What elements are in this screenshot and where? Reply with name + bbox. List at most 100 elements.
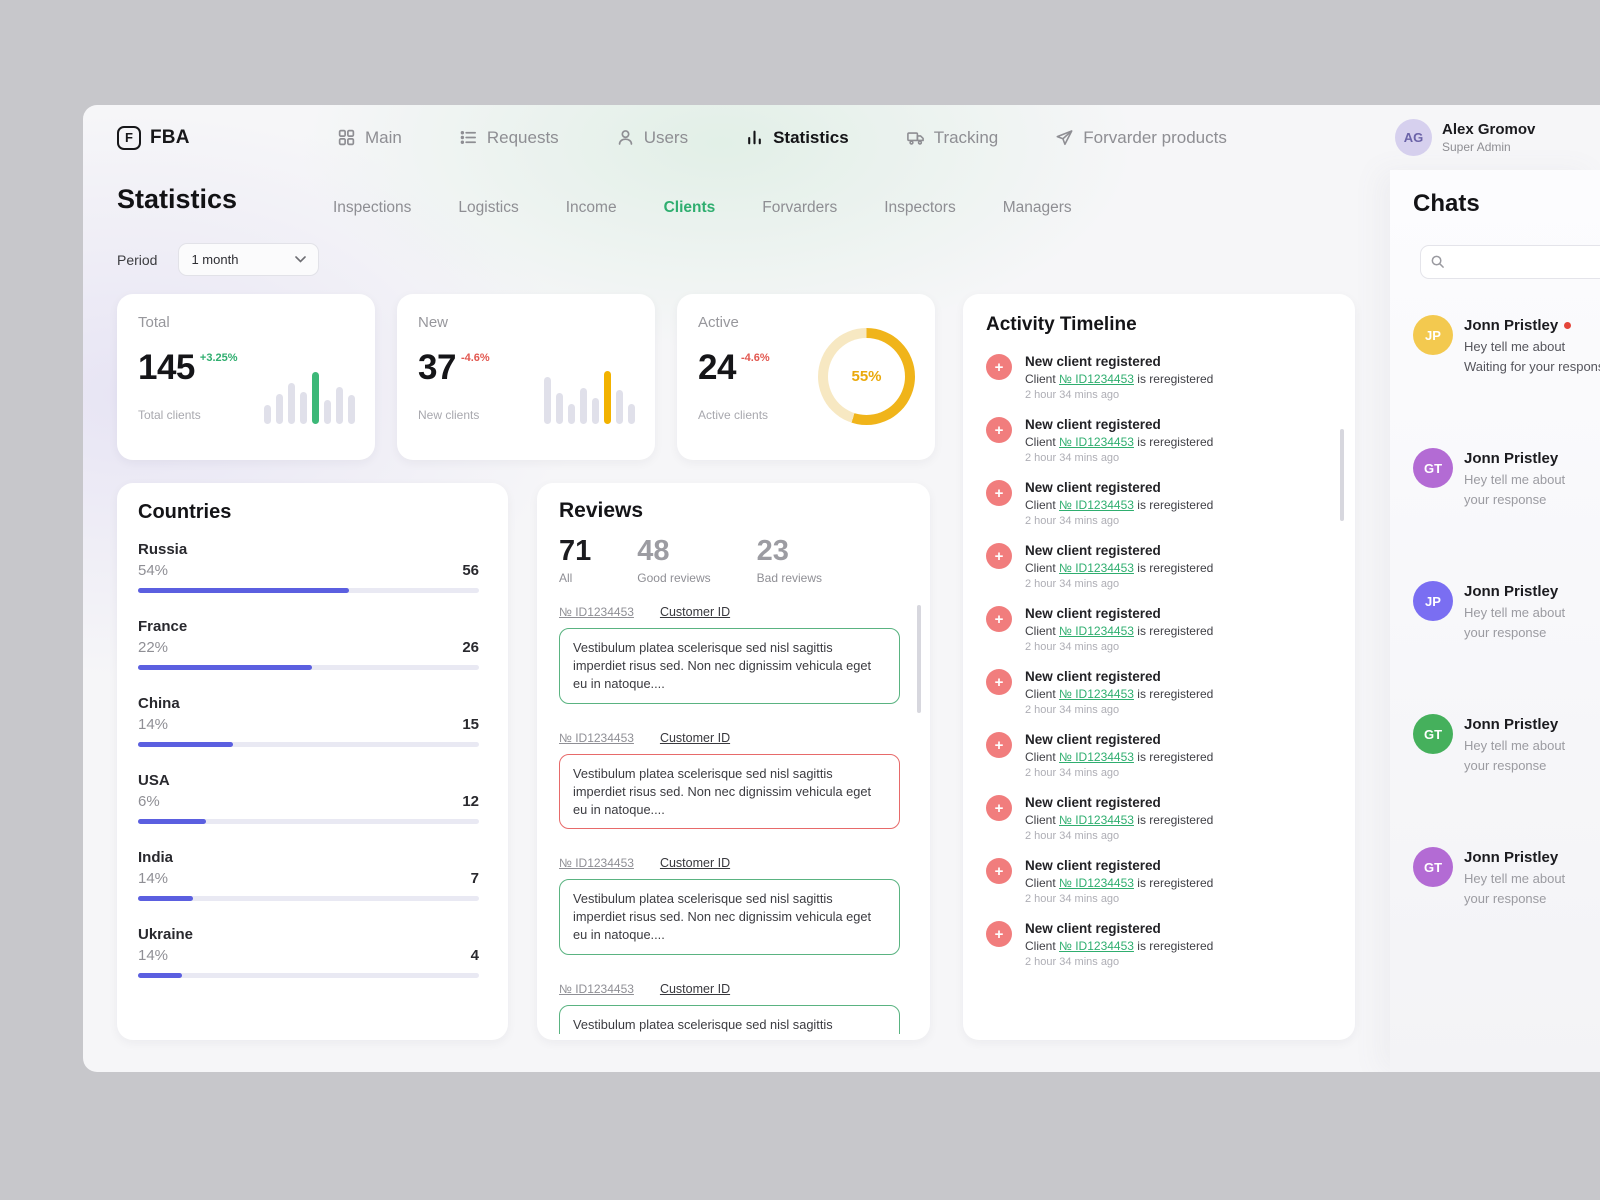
user-account[interactable]: AG Alex Gromov Super Admin [1395, 119, 1535, 156]
activity-client-id-link[interactable]: № ID1234453 [1059, 750, 1134, 764]
chat-search [1420, 245, 1600, 279]
activity-client-id-link[interactable]: № ID1234453 [1059, 498, 1134, 512]
list-icon [460, 131, 476, 144]
new-mini-bar-chart [544, 364, 635, 424]
chat-item[interactable]: JP Jonn Pristley Hey tell me about your … [1413, 581, 1600, 714]
activity-client-id-link[interactable]: № ID1234453 [1059, 372, 1134, 386]
activity-client-id-link[interactable]: № ID1234453 [1059, 876, 1134, 890]
countries-card: Countries Russia 54% 56 [117, 483, 508, 1040]
reviews-title: Reviews [559, 499, 644, 522]
activity-item-time: 2 hour 34 mins ago [1025, 452, 1120, 464]
tab-forvarders[interactable]: Forvarders [762, 199, 838, 216]
activity-client-prefix: Client [1025, 561, 1060, 575]
plus-icon: + [986, 921, 1012, 947]
reviews-scrollbar[interactable] [917, 605, 921, 713]
brand-logo: F [117, 125, 141, 150]
period-select[interactable]: 1 month [178, 243, 320, 276]
active-caption: Active clients [698, 408, 769, 422]
activity-item-detail: Client № ID1234453 is reregistered [1025, 939, 1213, 953]
tab-clients[interactable]: Clients [663, 199, 716, 216]
review-customer-link[interactable]: Customer ID [659, 730, 731, 745]
total-delta: +3.25% [199, 352, 238, 364]
active-donut-chart: 55% [818, 328, 915, 425]
activity-item-title: New client registered [1025, 669, 1161, 684]
country-name: USA [138, 772, 170, 789]
chat-message-line-2: your response [1464, 891, 1547, 906]
review-id-link[interactable]: № ID1234453 [559, 856, 634, 871]
activity-client-id-link[interactable]: № ID1234453 [1059, 435, 1134, 449]
activity-scrollbar[interactable] [1340, 429, 1344, 521]
country-progress-fill [138, 588, 350, 593]
activity-client-id-link[interactable]: № ID1234453 [1059, 687, 1134, 701]
search-input[interactable] [1420, 245, 1600, 279]
tab-managers[interactable]: Managers [1002, 199, 1072, 216]
activity-title: Activity Timeline [986, 314, 1137, 335]
activity-item-title: New client registered [1025, 921, 1161, 936]
reviews-summary-label: All [559, 571, 573, 585]
country-count: 15 [462, 716, 479, 733]
country-percent: 22% [138, 639, 169, 656]
activity-client-id-link[interactable]: № ID1234453 [1059, 561, 1134, 575]
chat-item[interactable]: GT Jonn Pristley Hey tell me about your … [1413, 847, 1600, 980]
reviews-card: Reviews 71 All 48 Good reviews 23 [537, 483, 930, 1040]
new-delta: -4.6% [460, 352, 490, 364]
review-id-link[interactable]: № ID1234453 [559, 982, 634, 997]
activity-item-detail: Client № ID1234453 is reregistered [1025, 813, 1213, 827]
activity-item-title: New client registered [1025, 354, 1161, 369]
mini-bar [276, 394, 283, 424]
card-title: Active [698, 314, 739, 331]
activity-item-detail: Client № ID1234453 is reregistered [1025, 372, 1213, 386]
total-mini-bar-chart [264, 364, 355, 424]
brand-name: FBA [150, 126, 190, 148]
avatar: AG [1395, 119, 1432, 156]
chat-message-line-2: Waiting for your response [1464, 359, 1600, 374]
activity-client-prefix: Client [1025, 624, 1060, 638]
review-customer-link[interactable]: Customer ID [659, 982, 731, 997]
review-id-link[interactable]: № ID1234453 [559, 605, 634, 619]
nav-item-statistics[interactable]: Statistics [745, 128, 849, 148]
active-delta: -4.6% [740, 352, 770, 364]
mini-bar [580, 388, 587, 424]
review-id-link[interactable]: № ID1234453 [559, 730, 634, 745]
activity-client-id-link[interactable]: № ID1234453 [1059, 624, 1134, 638]
card-title: New [418, 314, 449, 331]
activity-client-prefix: Client [1025, 435, 1060, 449]
page-title: Statistics [117, 184, 238, 214]
chat-avatar: GT [1413, 847, 1453, 887]
new-clients-card: New 37 -4.6% New clients [397, 294, 655, 460]
chat-item[interactable]: JP Jonn Pristley Hey tell me about Waiti… [1413, 315, 1600, 448]
country-progress-fill [138, 742, 234, 747]
review-customer-link[interactable]: Customer ID [659, 856, 731, 871]
tab-inspectors[interactable]: Inspectors [884, 199, 956, 216]
chat-item[interactable]: GT Jonn Pristley Hey tell me about your … [1413, 714, 1600, 847]
nav-item-forvarder-products[interactable]: Forvarder products [1055, 128, 1227, 148]
main-nav: Main Requests Users Statistics Tracking … [337, 128, 1227, 148]
total-clients-card: Total 145 +3.25% Total clients [117, 294, 375, 460]
activity-item-title: New client registered [1025, 795, 1161, 810]
tab-income[interactable]: Income [565, 199, 617, 216]
activity-item: + New client registered Client № ID12344… [986, 732, 1325, 779]
countries-title: Countries [138, 501, 232, 523]
tab-logistics[interactable]: Logistics [458, 199, 519, 216]
plus-icon: + [986, 858, 1012, 884]
activity-client-suffix: is reregistered [1133, 813, 1214, 827]
activity-client-prefix: Client [1025, 813, 1060, 827]
active-value: 24 [698, 348, 736, 387]
activity-client-id-link[interactable]: № ID1234453 [1059, 939, 1134, 953]
country-name: France [138, 618, 188, 635]
nav-item-tracking[interactable]: Tracking [906, 127, 999, 148]
truck-icon [906, 132, 924, 145]
user-icon [618, 130, 632, 145]
nav-item-users[interactable]: Users [616, 128, 688, 148]
nav-item-main[interactable]: Main [337, 128, 402, 148]
chat-item[interactable]: GT Jonn Pristley Hey tell me about your … [1413, 448, 1600, 581]
total-caption: Total clients [138, 408, 201, 422]
mini-bar [288, 383, 295, 424]
nav-item-requests[interactable]: Requests [459, 128, 559, 148]
activity-item-time: 2 hour 34 mins ago [1025, 578, 1120, 590]
activity-client-id-link[interactable]: № ID1234453 [1059, 813, 1134, 827]
tab-inspections[interactable]: Inspections [333, 199, 412, 216]
nav-label: Tracking [933, 127, 999, 147]
review-customer-link[interactable]: Customer ID [659, 605, 731, 619]
activity-item-detail: Client № ID1234453 is reregistered [1025, 750, 1213, 764]
